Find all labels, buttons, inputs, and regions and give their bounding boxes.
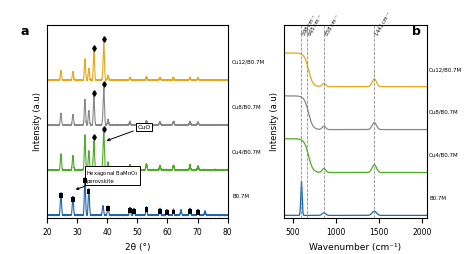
- Bar: [106, 206, 109, 211]
- Bar: [132, 209, 136, 214]
- Text: 1443 cm⁻¹: 1443 cm⁻¹: [375, 11, 392, 36]
- Text: Hexagonal BaMnO$_3$
perovskite: Hexagonal BaMnO$_3$ perovskite: [77, 169, 139, 189]
- Y-axis label: Intensity (a.u): Intensity (a.u): [33, 92, 42, 151]
- Bar: [172, 210, 175, 214]
- Bar: [158, 209, 162, 214]
- Bar: [196, 210, 200, 215]
- Text: B0.7M: B0.7M: [232, 194, 249, 199]
- X-axis label: Wavenumber (cm⁻¹): Wavenumber (cm⁻¹): [310, 243, 401, 252]
- Text: CuO: CuO: [108, 124, 151, 141]
- Y-axis label: Intensity (a.u): Intensity (a.u): [270, 92, 279, 151]
- X-axis label: 2θ (°): 2θ (°): [125, 243, 150, 252]
- Text: Cu8/B0.7M: Cu8/B0.7M: [429, 110, 459, 115]
- Text: Cu4/B0.7M: Cu4/B0.7M: [232, 149, 262, 154]
- Text: Cu8/B0.7M: Cu8/B0.7M: [232, 104, 262, 109]
- Text: 858 cm⁻¹: 858 cm⁻¹: [324, 14, 340, 36]
- Bar: [128, 208, 132, 213]
- Text: B0.7M: B0.7M: [429, 196, 446, 201]
- Bar: [71, 197, 74, 201]
- Bar: [145, 207, 148, 212]
- Text: 598 cm⁻¹: 598 cm⁻¹: [302, 14, 318, 36]
- Bar: [87, 189, 91, 194]
- Bar: [188, 209, 191, 214]
- Bar: [165, 210, 169, 215]
- Text: Cu12/B0.7M: Cu12/B0.7M: [429, 67, 462, 72]
- Text: Cu12/B0.7M: Cu12/B0.7M: [232, 59, 265, 65]
- Bar: [83, 178, 87, 183]
- Text: a: a: [20, 25, 29, 38]
- Bar: [59, 193, 63, 198]
- Text: Cu4/B0.7M: Cu4/B0.7M: [429, 153, 459, 158]
- Text: b: b: [412, 25, 421, 38]
- Text: 665 cm⁻¹: 665 cm⁻¹: [308, 14, 323, 36]
